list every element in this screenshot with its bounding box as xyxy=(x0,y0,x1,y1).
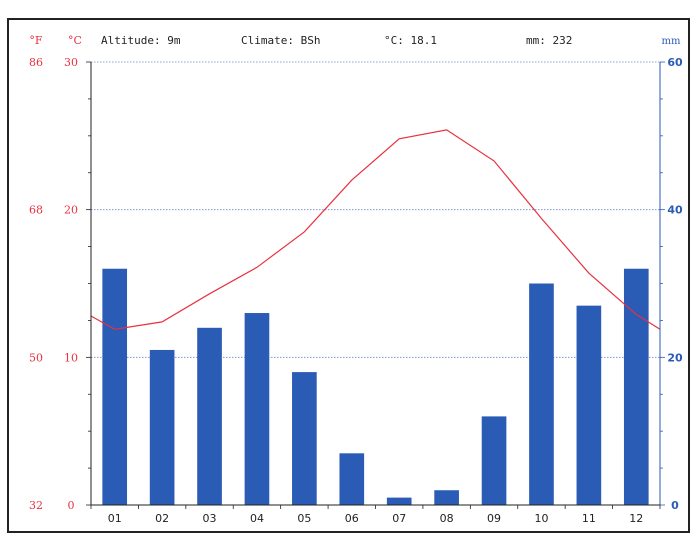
climate-label: Climate: BSh xyxy=(241,34,320,47)
line-layer xyxy=(90,129,661,330)
fahrenheit-tick-label: 50 xyxy=(29,351,43,364)
precipitation-bar xyxy=(481,416,507,505)
month-tick-label: 06 xyxy=(345,512,359,525)
month-tick-label: 10 xyxy=(534,512,548,525)
millimeter-unit-label: mm xyxy=(662,36,681,47)
total-precipitation-label: mm: 232 xyxy=(526,34,572,47)
celsius-tick-label: 20 xyxy=(64,204,78,217)
month-tick-label: 11 xyxy=(582,512,596,525)
fahrenheit-unit-label: °F xyxy=(29,34,43,47)
celsius-unit-label: °C xyxy=(68,34,82,47)
fahrenheit-tick-label: 86 xyxy=(29,56,43,69)
precipitation-bar xyxy=(244,313,270,505)
month-tick-label: 04 xyxy=(250,512,264,525)
celsius-tick-label: 10 xyxy=(64,351,78,364)
celsius-tick-label: 30 xyxy=(64,56,78,69)
precipitation-bar xyxy=(292,372,317,505)
month-tick-label: 02 xyxy=(155,512,169,525)
month-tick-label: 05 xyxy=(297,512,311,525)
month-tick-label: 03 xyxy=(203,512,217,525)
chart-frame: 0 10 20 30 32 50 68 86 0 20 40 60 01 02 03 04 05 06 07 08 09… xyxy=(7,18,690,533)
millimeter-tick-label: 40 xyxy=(667,204,683,217)
millimeter-tick-label: 20 xyxy=(667,351,683,364)
month-tick-label: 01 xyxy=(108,512,122,525)
fahrenheit-tick-label: 32 xyxy=(29,499,43,512)
precipitation-bar xyxy=(149,349,175,505)
altitude-label: Altitude: 9m xyxy=(101,34,181,47)
precipitation-bar xyxy=(339,453,365,505)
grid-layer xyxy=(91,61,660,358)
month-tick-label: 07 xyxy=(392,512,406,525)
bars-layer xyxy=(102,268,649,505)
month-tick-label: 09 xyxy=(487,512,501,525)
precipitation-bar xyxy=(102,268,128,505)
precipitation-bar xyxy=(197,327,222,505)
millimeter-tick-label: 60 xyxy=(667,56,683,69)
fahrenheit-tick-label: 68 xyxy=(29,204,43,217)
mean-temperature-label: °C: 18.1 xyxy=(384,34,437,47)
precipitation-bar xyxy=(434,490,459,505)
month-tick-label: 12 xyxy=(629,512,643,525)
climate-chart: 0 10 20 30 32 50 68 86 0 20 40 60 01 02 03 04 05 06 07 08 09… xyxy=(29,34,683,525)
millimeter-tick-label: 0 xyxy=(671,499,679,512)
precipitation-bar xyxy=(386,497,412,505)
precipitation-bar xyxy=(576,305,602,505)
labels-layer: 0 10 20 30 32 50 68 86 0 20 40 60 01 02 03 04 05 06 07 08 09… xyxy=(29,56,683,525)
precipitation-bar xyxy=(623,268,649,505)
temperature-line xyxy=(90,129,661,330)
month-tick-label: 08 xyxy=(440,512,454,525)
celsius-tick-label: 0 xyxy=(68,499,75,512)
axes-layer xyxy=(86,61,665,509)
precipitation-bar xyxy=(529,283,554,505)
